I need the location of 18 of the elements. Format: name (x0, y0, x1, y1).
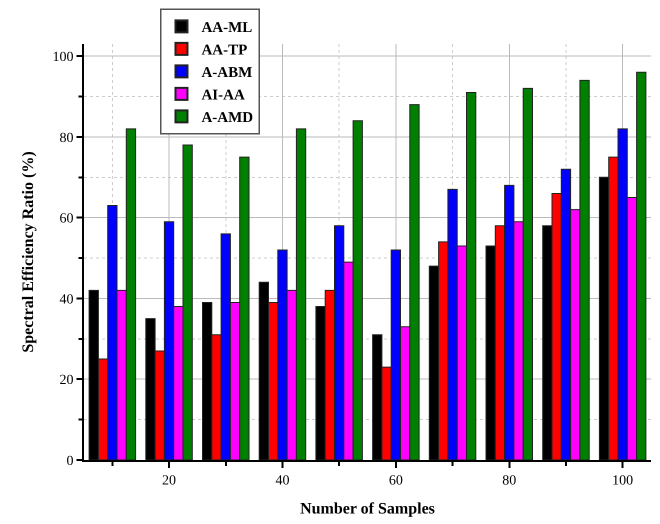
x-axis-title: Number of Samples (300, 500, 435, 518)
x-tick-label: 20 (162, 474, 176, 489)
x-tick-label: 100 (612, 474, 634, 489)
y-tick-label: 40 (59, 292, 74, 308)
y-tick-label: 80 (59, 130, 74, 146)
x-tick-label: 40 (275, 474, 290, 489)
y-axis-title: Spectral Efficiency Ratio (%) (20, 151, 37, 353)
x-tick-label: 80 (502, 474, 516, 489)
legend-label: A-AMD (201, 110, 254, 126)
legend-label: AA-TP (201, 42, 248, 59)
y-tick-label: 20 (59, 373, 74, 388)
legend-label: AI-AA (201, 88, 245, 104)
x-tick-label: 60 (388, 474, 403, 489)
y-tick-label: 60 (59, 212, 74, 227)
legend-label: A-ABM (201, 65, 252, 82)
y-tick-label: 0 (66, 454, 74, 469)
y-tick-label: 100 (52, 50, 74, 66)
legend-label: AA-ML (201, 20, 252, 36)
